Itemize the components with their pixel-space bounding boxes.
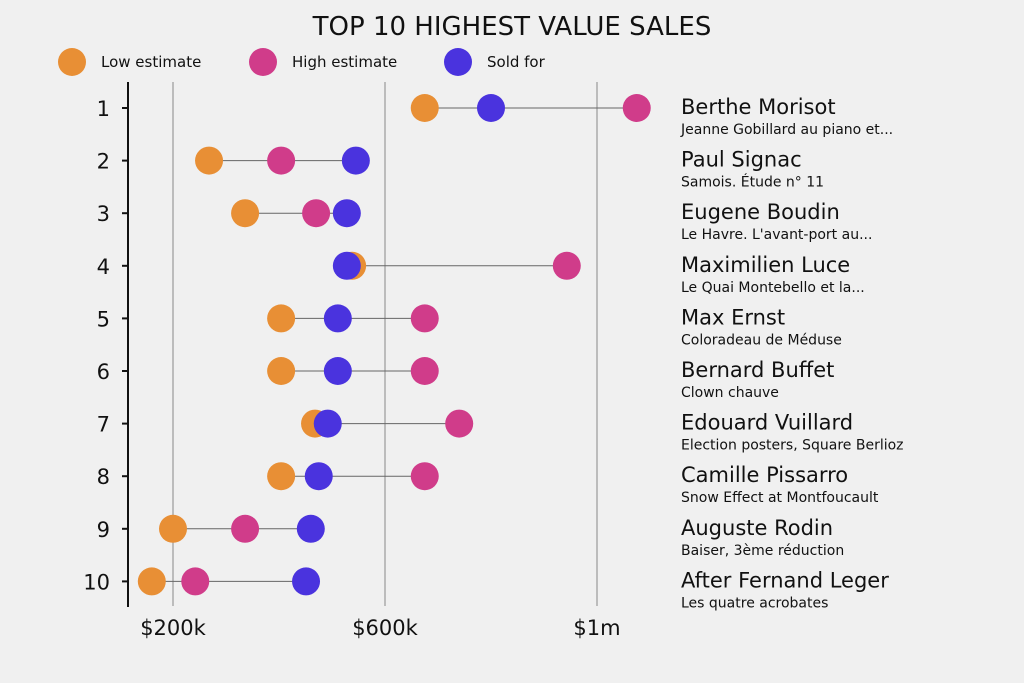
dot-high (622, 94, 651, 122)
dot-sold (332, 251, 361, 280)
artist-label: Berthe Morisot (681, 95, 836, 119)
dot-sold (292, 567, 321, 596)
artist-label: Paul Signac (681, 148, 802, 172)
artist-label: Bernard Buffet (681, 358, 834, 382)
dot-high (410, 462, 439, 491)
dot-sold (296, 514, 325, 543)
row-2: 2 Paul Signac Samois. Étude n° 11 (97, 146, 824, 191)
dot-high (410, 357, 439, 385)
y-tick-label: 4 (97, 255, 110, 279)
work-label: Le Havre. L'avant-port au... (681, 227, 872, 243)
dot-sold (323, 357, 352, 385)
row-10: 10 After Fernand Leger Les quatre acrobate… (83, 567, 889, 611)
legend: Low estimate High estimate Sold for (58, 48, 546, 76)
y-tick-label: 9 (97, 518, 110, 542)
dot-high (410, 304, 439, 333)
work-label: Clown chauve (681, 385, 779, 401)
artist-label: Edouard Vuillard (681, 411, 853, 435)
work-label: Jeanne Gobillard au piano et... (680, 122, 893, 138)
y-tick-label: 10 (83, 570, 110, 594)
legend-marker-high (249, 48, 277, 76)
dot-high (302, 199, 331, 228)
artist-label: Camille Pissarro (681, 463, 848, 487)
dot-sold (332, 199, 361, 228)
y-tick-label: 6 (97, 360, 110, 384)
axes: $200k $600k $1m (127, 82, 621, 640)
dot-high (267, 146, 296, 175)
x-tick-label: $600k (352, 616, 418, 640)
work-label: Snow Effect at Montfoucault (681, 490, 879, 506)
legend-marker-low (58, 48, 86, 76)
work-label: Le Quai Montebello et la... (681, 280, 865, 296)
artist-label: Eugene Boudin (681, 200, 840, 224)
dot-low (267, 357, 296, 385)
y-tick-label: 1 (97, 97, 110, 121)
y-tick-label: 8 (97, 465, 110, 489)
legend-label-low: Low estimate (101, 53, 201, 71)
work-label: Coloradeau de Méduse (681, 332, 842, 348)
row-3: 3 Eugene Boudin Le Havre. L'avant-port au.… (97, 199, 872, 243)
dot-sold (323, 304, 352, 333)
row-9: 9 Auguste Rodin Baiser, 3ème réduction (97, 514, 844, 559)
dot-high (445, 409, 474, 438)
dot-low (267, 462, 296, 491)
row-7: 7 Edouard Vuillard Election posters, Squar… (97, 409, 904, 454)
dot-sold (313, 409, 342, 438)
artist-label: Maximilien Luce (681, 253, 850, 277)
dot-low (195, 146, 224, 175)
dot-low (159, 514, 187, 543)
y-tick-label: 3 (97, 202, 110, 226)
artist-label: Auguste Rodin (681, 516, 833, 540)
work-label: Samois. Étude n° 11 (681, 174, 824, 191)
y-tick-label: 7 (97, 413, 110, 437)
dot-low (267, 304, 296, 333)
work-label: Les quatre acrobates (681, 595, 828, 611)
y-tick-label: 5 (97, 307, 110, 331)
row-1: 1 Berthe Morisot Jeanne Gobillard au piano… (97, 94, 893, 138)
work-label: Baiser, 3ème réduction (681, 543, 844, 559)
row-6: 6 Bernard Buffet Clown chauve (97, 357, 834, 401)
artist-label: Max Ernst (681, 305, 785, 329)
dot-sold (341, 146, 370, 175)
dot-low (231, 199, 260, 228)
dot-high (181, 567, 210, 596)
dot-low (410, 94, 439, 122)
rows: 1 Berthe Morisot Jeanne Gobillard au piano… (83, 94, 904, 611)
legend-label-high: High estimate (292, 53, 397, 71)
y-tick-label: 2 (97, 150, 110, 174)
row-5: 5 Max Ernst Coloradeau de Méduse (97, 304, 842, 348)
x-tick-label: $1m (573, 616, 620, 640)
legend-marker-sold (444, 48, 472, 76)
dot-high (231, 514, 260, 543)
chart-title: TOP 10 HIGHEST VALUE SALES (312, 12, 712, 42)
x-tick-label: $200k (140, 616, 206, 640)
artist-label: After Fernand Leger (681, 568, 889, 592)
dot-sold (477, 94, 505, 122)
dot-low (137, 567, 166, 596)
legend-label-sold: Sold for (487, 53, 546, 71)
dot-sold (304, 462, 333, 491)
row-8: 8 Camille Pissarro Snow Effect at Montfouc… (97, 462, 879, 506)
dot-high (552, 251, 581, 280)
row-4: 4 Maximilien Luce Le Quai Montebello et la… (97, 251, 865, 296)
work-label: Election posters, Square Berlioz (681, 438, 904, 454)
